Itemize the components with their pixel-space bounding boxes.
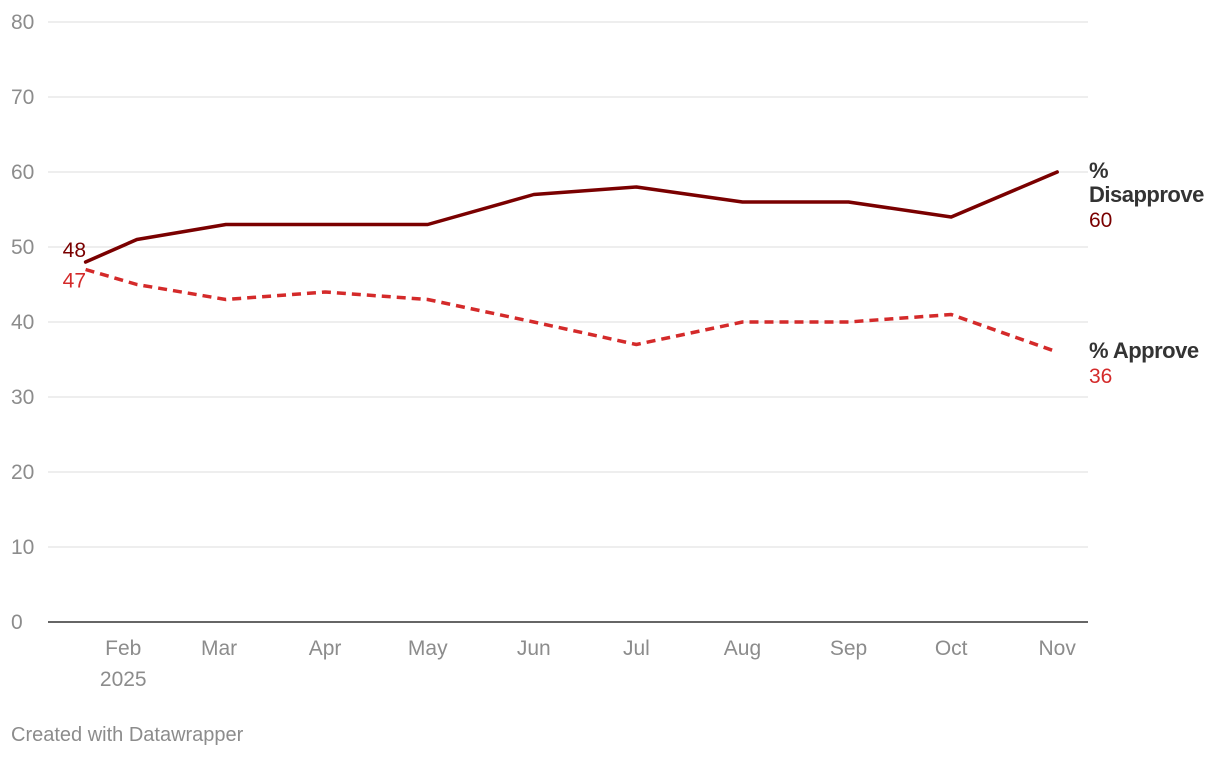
y-axis: 0 10 20 30 40 50 60 70 80: [11, 11, 34, 634]
y-tick-label: 60: [11, 161, 34, 184]
credit-text: Created with Datawrapper: [11, 724, 244, 746]
gridlines: [48, 21, 1088, 548]
series: [83, 170, 1059, 354]
x-tick-label: Mar: [201, 637, 237, 660]
x-tick-label: Aug: [724, 637, 761, 660]
series-line-0: [83, 170, 1059, 264]
x-tick-label: Jun: [517, 637, 551, 660]
series-name-label: %: [1089, 158, 1108, 183]
series-end-label: 36: [1089, 365, 1112, 388]
x-tick-label: May: [408, 637, 448, 660]
x-tick-label: Sep: [830, 637, 867, 660]
x-tick-year-label: 2025: [100, 668, 147, 691]
series-start-label: 48: [63, 239, 86, 262]
series-line-1: [85, 267, 1058, 354]
y-tick-label: 70: [11, 86, 34, 109]
y-tick-label: 10: [11, 536, 34, 559]
series-name-label: Disapprove: [1089, 182, 1204, 207]
series-name-label: % Approve: [1089, 338, 1199, 363]
y-tick-label: 80: [11, 11, 34, 34]
x-axis: Feb 2025 Mar Apr May Jun Jul Aug Sep Oct Nov: [48, 621, 1088, 691]
y-tick-label: 40: [11, 311, 34, 334]
x-tick-label: Oct: [935, 637, 968, 660]
y-tick-label: 20: [11, 461, 34, 484]
series-start-label: 47: [63, 270, 86, 293]
x-tick-label: Nov: [1039, 637, 1077, 660]
series-end-label: 60: [1089, 209, 1112, 232]
y-tick-label: 0: [11, 611, 23, 634]
y-tick-label: 50: [11, 236, 34, 259]
y-tick-label: 30: [11, 386, 34, 409]
x-tick-label: Feb: [105, 637, 141, 660]
x-tick-label: Apr: [309, 637, 342, 660]
x-tick-label: Jul: [623, 637, 650, 660]
